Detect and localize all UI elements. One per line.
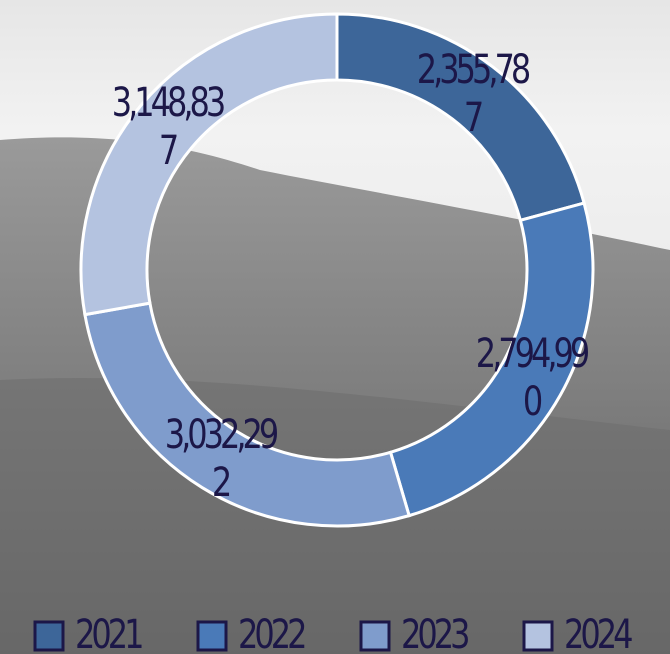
data-label: 3,148,837	[111, 80, 227, 175]
data-label: 2,355,787	[416, 46, 532, 141]
legend-swatch	[359, 620, 391, 652]
donut-segment	[83, 301, 411, 528]
data-label: 3,032,292	[164, 411, 280, 506]
legend-label: 2022	[238, 612, 307, 654]
legend-label: 2021	[75, 612, 144, 654]
legend-swatch	[196, 620, 228, 652]
legend-swatch	[522, 620, 554, 652]
legend-label: 2024	[564, 612, 633, 654]
legend-swatch	[33, 620, 65, 652]
donut-segment	[79, 12, 339, 317]
legend-label: 2023	[401, 612, 470, 654]
data-label: 2,794,990	[475, 331, 590, 426]
